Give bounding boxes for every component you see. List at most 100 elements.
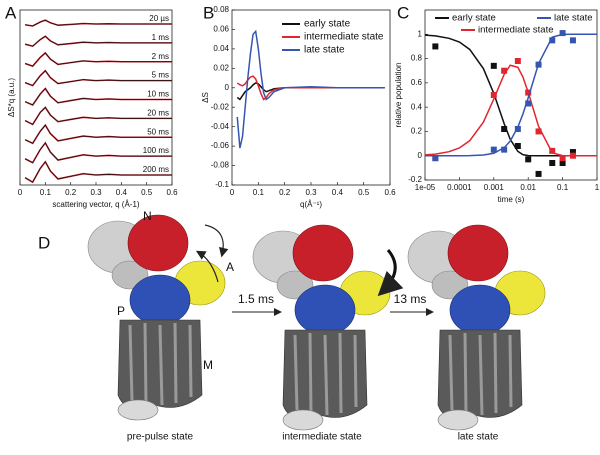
trace-label: 20 µs bbox=[149, 14, 169, 23]
legend-label: late state bbox=[304, 45, 345, 56]
trace-line bbox=[24, 142, 172, 164]
data-point bbox=[525, 89, 532, 96]
x-tick-label: 0.1 bbox=[253, 188, 265, 197]
fit-line bbox=[424, 64, 597, 157]
trace-line bbox=[24, 124, 172, 144]
data-point bbox=[514, 126, 521, 132]
panel-a: A 0 0.1 0.2 0.3 0.4 0.5 0.6 scattering vector, q… bbox=[5, 3, 178, 209]
y-tick-label: 0.4 bbox=[411, 102, 423, 111]
data-point bbox=[569, 152, 576, 159]
legend-label: early state bbox=[452, 13, 496, 24]
x-tick-label: 0.5 bbox=[358, 188, 370, 197]
data-point bbox=[569, 37, 576, 44]
step-label: 1.5 ms bbox=[238, 292, 274, 306]
trace-label: 1 ms bbox=[152, 33, 169, 42]
data-point bbox=[490, 146, 497, 153]
trace-line bbox=[24, 87, 172, 106]
domain-label: M bbox=[203, 358, 213, 372]
panel-b: B 0 0.1 0.2 0.3 0.4 0.5 0.6 -0.1 -0.08 -0.06 -0.04 -… bbox=[201, 3, 396, 209]
x-tick-label: 0.3 bbox=[90, 188, 102, 197]
x-tick-label: 0.6 bbox=[166, 188, 178, 197]
trace-line bbox=[25, 19, 172, 27]
y-axis-label: ΔS*q (a.u.) bbox=[7, 78, 16, 117]
series-line bbox=[236, 75, 385, 101]
data-point bbox=[549, 37, 556, 44]
panel-label: C bbox=[397, 3, 409, 22]
trace-label: 2 ms bbox=[152, 52, 169, 61]
step-label: 13 ms bbox=[394, 292, 427, 306]
data-point bbox=[514, 58, 521, 64]
fit-line bbox=[424, 34, 597, 157]
state-label: late state bbox=[458, 432, 499, 443]
data-point bbox=[559, 30, 566, 37]
trace-label: 200 ms bbox=[143, 165, 169, 174]
trace-label: 5 ms bbox=[152, 71, 169, 80]
panel-c: C 1e-05 0.0001 0.001 0.01 0.1 1 -0.2 0 0.2 0.4 0.6 0… bbox=[394, 3, 600, 204]
x-tick-label: 0.5 bbox=[141, 188, 153, 197]
y-tick-label: 0.08 bbox=[213, 5, 229, 14]
x-tick-label: 0.2 bbox=[65, 188, 77, 197]
data-point bbox=[535, 170, 542, 177]
motion-arrow bbox=[195, 250, 219, 283]
fit-line bbox=[425, 33, 597, 157]
legend-label: early state bbox=[304, 19, 351, 30]
structure-intermediate bbox=[251, 223, 392, 432]
y-tick-label: -0.1 bbox=[215, 180, 229, 189]
y-tick-label: -0.2 bbox=[408, 175, 422, 184]
trace-line bbox=[24, 52, 172, 67]
panel-d: D N A P M 1.5 ms 13 ms pre-pulse state i… bbox=[38, 209, 547, 443]
y-axis-label: ΔS bbox=[201, 92, 210, 103]
y-tick-label: 0.06 bbox=[213, 25, 229, 34]
plot-frame bbox=[424, 9, 598, 181]
x-tick-label: 0.3 bbox=[305, 188, 317, 197]
data-point bbox=[559, 155, 566, 162]
y-tick-label: -0.06 bbox=[211, 141, 230, 150]
data-point bbox=[432, 43, 439, 50]
y-tick-label: -0.04 bbox=[211, 122, 230, 131]
y-tick-label: -0.08 bbox=[211, 161, 230, 170]
data-point bbox=[514, 143, 521, 149]
data-point bbox=[432, 155, 439, 162]
y-tick-label: 0.02 bbox=[213, 63, 229, 72]
x-axis-label: scattering vector, q (Å-1) bbox=[52, 200, 139, 209]
x-tick-label: 0.4 bbox=[116, 188, 128, 197]
panel-label: A bbox=[5, 3, 17, 22]
y-axis-label: relative population bbox=[394, 63, 403, 128]
x-tick-label: 0.001 bbox=[484, 183, 505, 192]
x-tick-label: 0.0001 bbox=[447, 183, 472, 192]
trace-line bbox=[24, 161, 172, 183]
data-point bbox=[559, 160, 566, 166]
trace-line bbox=[24, 70, 172, 87]
x-tick-label: 0.1 bbox=[557, 183, 569, 192]
structure-pre-pulse bbox=[86, 213, 227, 422]
panel-label: D bbox=[38, 233, 50, 252]
data-point bbox=[525, 156, 532, 163]
trace-label: 20 ms bbox=[147, 108, 169, 117]
data-point bbox=[569, 149, 576, 156]
domain-label: P bbox=[117, 304, 125, 318]
x-tick-label: 0.1 bbox=[40, 188, 52, 197]
series-line bbox=[236, 29, 385, 149]
x-tick-label: 0.4 bbox=[332, 188, 344, 197]
y-tick-label: 0.2 bbox=[411, 127, 423, 136]
data-point bbox=[525, 100, 532, 107]
x-tick-label: 0.2 bbox=[279, 188, 291, 197]
legend-label: intermediate state bbox=[478, 25, 554, 36]
data-point bbox=[549, 147, 556, 154]
legend-label: late state bbox=[554, 13, 593, 24]
domain-label: A bbox=[226, 260, 234, 274]
domain-label: N bbox=[143, 209, 152, 223]
data-point bbox=[535, 61, 542, 68]
data-point bbox=[549, 160, 556, 166]
motion-arrow bbox=[204, 224, 229, 258]
data-point bbox=[501, 67, 508, 74]
y-tick-label: 0.6 bbox=[411, 78, 423, 87]
y-tick-label: 0.8 bbox=[411, 54, 423, 63]
panel-label: B bbox=[203, 3, 214, 22]
structure-late bbox=[406, 223, 547, 432]
data-point bbox=[501, 146, 508, 153]
data-point bbox=[535, 128, 542, 135]
trace-label: 50 ms bbox=[147, 127, 169, 136]
